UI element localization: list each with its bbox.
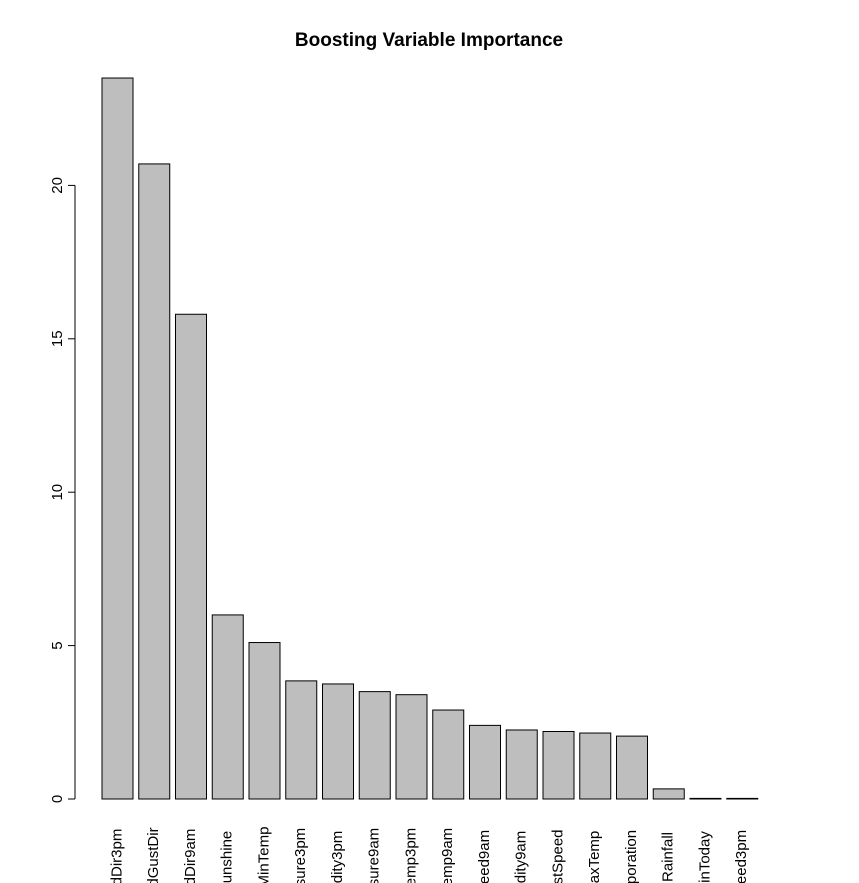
category-label-windgustspeed: stSpeed xyxy=(549,829,566,883)
y-tick-label: 0 xyxy=(49,795,66,803)
bar-temp3pm xyxy=(395,694,428,800)
bar-windspeed3pm xyxy=(726,797,759,800)
bar-mintemp xyxy=(248,642,281,800)
category-label-mintemp: MinTemp xyxy=(255,827,272,883)
category-label-sunshine: unshine xyxy=(219,831,236,883)
category-label-temp9am: emp9am xyxy=(439,828,456,883)
category-label-evaporation: poration xyxy=(623,830,640,883)
category-label-raintoday: inToday xyxy=(696,831,713,883)
category-label-pressure9am: sure9am xyxy=(366,828,383,883)
bar-raintoday xyxy=(689,797,722,800)
bar-temp9am xyxy=(432,709,465,800)
category-label-windspeed3pm: eed3pm xyxy=(733,830,750,883)
bar-pressure9am xyxy=(358,691,391,800)
bar-sunshine xyxy=(211,614,244,800)
category-labels: dDir3pm dGustDir dDir9am unshine MinTemp sure… xyxy=(108,827,750,883)
category-label-winddir3pm: dDir3pm xyxy=(108,829,125,883)
category-label-windspeed9am: eed9am xyxy=(476,830,493,883)
y-axis-ticks: 0 5 10 15 20 xyxy=(49,177,75,803)
category-label-winddir9am: dDir9am xyxy=(182,829,199,883)
category-label-pressure3pm: sure3pm xyxy=(292,828,309,883)
bar-windspeed9am xyxy=(469,724,501,800)
category-label-maxtemp: axTemp xyxy=(586,831,603,883)
y-tick-label: 10 xyxy=(49,484,66,501)
bar-maxtemp xyxy=(579,732,612,800)
y-tick-label: 5 xyxy=(49,641,66,649)
y-tick-label: 20 xyxy=(49,177,66,194)
category-label-windgustdir: dGustDir xyxy=(145,827,162,883)
bar-windgustspeed xyxy=(542,731,575,800)
chart-title: Boosting Variable Importance xyxy=(295,30,563,51)
category-label-humidity9am: dity9am xyxy=(513,831,530,883)
bars xyxy=(101,77,759,800)
bar-rainfall xyxy=(652,788,685,800)
bar-humidity9am xyxy=(505,729,538,800)
y-tick-label: 15 xyxy=(49,330,66,347)
bar-pressure3pm xyxy=(285,680,318,800)
category-label-humidity3pm: dity3pm xyxy=(329,831,346,883)
bar-humidity3pm xyxy=(322,683,354,800)
category-label-rainfall: Rainfall xyxy=(660,832,677,882)
bar-windgustdir xyxy=(138,163,171,800)
bar-winddir9am xyxy=(175,313,207,800)
bar-winddir3pm xyxy=(101,77,134,800)
category-label-temp3pm: emp3pm xyxy=(402,828,419,883)
bar-evaporation xyxy=(616,735,648,800)
